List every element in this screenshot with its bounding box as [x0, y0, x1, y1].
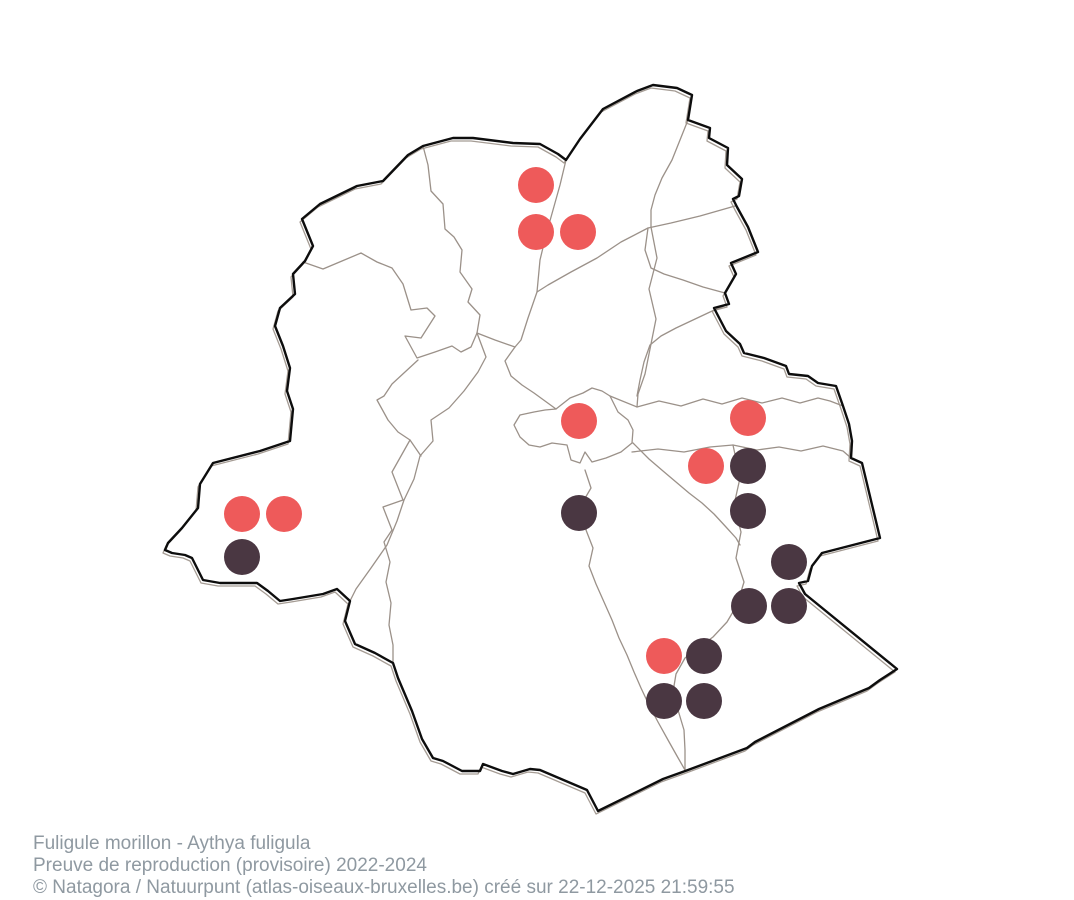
- observation-dot-dark: [686, 683, 722, 719]
- observation-dot-dark: [646, 683, 682, 719]
- observation-dot-dark: [561, 495, 597, 531]
- observation-dot-dark: [730, 448, 766, 484]
- commune-boundary-line: [513, 387, 634, 464]
- commune-boundary-line: [382, 439, 411, 664]
- commune-boundary-line: [514, 205, 736, 348]
- observation-dot-dark: [224, 539, 260, 575]
- commune-boundary-line: [302, 252, 478, 359]
- commune-boundary-line: [583, 469, 686, 771]
- observation-dot-dark: [731, 588, 767, 624]
- observation-dot-red: [266, 496, 302, 532]
- commune-boundary-line: [650, 119, 689, 228]
- observation-dot-red: [224, 496, 260, 532]
- observation-dot-dark: [730, 493, 766, 529]
- map-caption: Fuligule morillon - Aythya fuligula Preu…: [33, 833, 735, 899]
- commune-boundary-line: [609, 395, 844, 408]
- observation-dot-red: [688, 448, 724, 484]
- commune-boundaries: [302, 119, 852, 771]
- observation-dot-red: [561, 403, 597, 439]
- region-boundary: [163, 83, 899, 813]
- commune-boundary-line: [349, 145, 487, 602]
- commune-boundary-line: [644, 227, 726, 294]
- subtitle-breeding-proof: Preuve de reproduction (provisoire) 2022…: [33, 855, 427, 876]
- observation-dot-red: [518, 214, 554, 250]
- commune-boundary-line: [476, 332, 557, 410]
- commune-boundary-line: [636, 226, 658, 408]
- observation-dot-red: [560, 214, 596, 250]
- observation-dot-red: [518, 167, 554, 203]
- commune-boundary-line: [636, 303, 730, 397]
- commune-boundary-line: [632, 442, 741, 546]
- commune-boundary-line: [631, 444, 852, 459]
- observation-dot-red: [646, 638, 682, 674]
- commune-boundary-line: [376, 359, 422, 457]
- copyright-line: © Natagora / Natuurpunt (atlas-oiseaux-b…: [33, 877, 735, 898]
- observation-dot-red: [730, 400, 766, 436]
- species-title: Fuligule morillon - Aythya fuligula: [33, 833, 311, 854]
- observation-dots-layer: [224, 167, 807, 719]
- observation-dot-dark: [686, 638, 722, 674]
- observation-dot-dark: [771, 588, 807, 624]
- observation-dot-dark: [771, 544, 807, 580]
